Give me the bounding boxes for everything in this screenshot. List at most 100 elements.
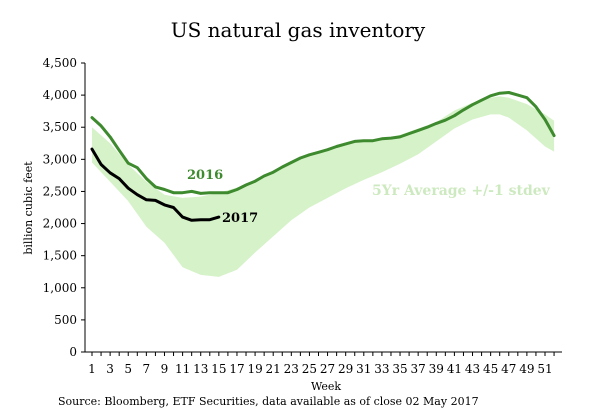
data-point-2016-w16 xyxy=(226,191,230,194)
x-tick-label: 5 xyxy=(124,362,132,376)
data-point-2016-w47 xyxy=(507,91,510,94)
y-tick-label: 2,500 xyxy=(43,184,77,198)
data-point-2016-w35 xyxy=(398,135,402,139)
data-point-2016-w48 xyxy=(516,93,519,97)
data-point-2016-w51 xyxy=(543,118,547,121)
data-point-2016-w32 xyxy=(371,139,375,142)
x-tick-label: 9 xyxy=(161,362,169,376)
x-tick-labels: 1 3 5 7 9 11 13 15 17 19 21 23 25 27 29 31 33 35 37 39 41 43 4… xyxy=(88,362,552,376)
x-tick-label: 21 xyxy=(266,362,281,376)
data-point-2016-w38 xyxy=(426,126,429,129)
data-point-2017-w6 xyxy=(136,193,139,196)
data-point-2016-w31 xyxy=(362,139,365,142)
data-point-2016-w25 xyxy=(308,153,311,156)
data-point-2017-w14 xyxy=(208,218,211,221)
source-note: Source: Bloomberg, ETF Securities, data … xyxy=(58,395,479,408)
data-point-2016-w13 xyxy=(199,192,202,195)
x-tick-label: 29 xyxy=(338,362,353,376)
data-point-2016-w26 xyxy=(317,151,320,154)
y-tick-label: 1,500 xyxy=(43,249,77,263)
data-point-2016-w14 xyxy=(208,191,211,194)
y-tick-label: 4,000 xyxy=(43,88,77,102)
data-point-2016-w46 xyxy=(498,92,501,95)
data-point-2016-w2 xyxy=(99,124,103,128)
x-tick-label: 11 xyxy=(175,362,190,376)
x-tick-label: 51 xyxy=(537,362,552,376)
x-tick-label: 7 xyxy=(143,362,151,376)
x-tick-label: 3 xyxy=(106,362,114,376)
data-point-2016-w21 xyxy=(272,171,275,174)
data-point-2016-w19 xyxy=(253,180,257,183)
data-point-2016-w3 xyxy=(108,135,112,139)
data-point-2016-w11 xyxy=(181,191,184,194)
data-point-2017-w12 xyxy=(190,219,193,222)
data-point-2017-w7 xyxy=(145,198,148,201)
data-point-2016-w41 xyxy=(453,114,456,117)
data-point-2017-w8 xyxy=(154,199,157,202)
data-point-2016-w27 xyxy=(326,148,329,151)
data-point-2017-w2 xyxy=(99,163,103,166)
data-point-2016-w29 xyxy=(344,142,347,146)
y-axis-label: billion cubic feet xyxy=(22,161,35,255)
x-tick-label: 1 xyxy=(88,362,96,376)
data-point-2016-w15 xyxy=(217,191,220,194)
y-tick-label: 3,000 xyxy=(43,152,77,166)
x-tick-label: 49 xyxy=(519,362,534,376)
data-point-2017-w9 xyxy=(163,203,166,207)
data-point-2016-w52 xyxy=(552,134,556,137)
chart-title: US natural gas inventory xyxy=(171,18,426,42)
y-tick-labels: 0 500 1,000 1,500 2,000 2,500 3,000 3,500 4,000 4… xyxy=(43,56,77,359)
data-point-2016-w36 xyxy=(407,132,411,135)
y-tick-label: 0 xyxy=(69,345,77,359)
y-tick-label: 2,000 xyxy=(43,217,77,231)
data-point-2016-w1 xyxy=(90,116,94,119)
data-point-2016-w37 xyxy=(417,129,420,132)
data-point-2016-w33 xyxy=(380,137,384,140)
data-point-2016-w18 xyxy=(244,183,248,187)
data-point-2016-w9 xyxy=(163,188,166,191)
data-point-2017-w15 xyxy=(217,215,220,219)
data-point-2016-w4 xyxy=(118,149,121,152)
band-label: 5Yr Average +/-1 stdev xyxy=(372,183,551,199)
data-point-2017-w13 xyxy=(199,218,202,221)
x-tick-label: 17 xyxy=(229,362,244,376)
x-tick-label: 47 xyxy=(501,362,516,376)
data-point-2016-w10 xyxy=(172,191,175,194)
data-point-2017-w4 xyxy=(118,177,121,180)
data-point-2016-w39 xyxy=(435,122,438,125)
band-area xyxy=(92,96,555,277)
x-axis-label: Week xyxy=(311,380,341,393)
series-line-2016 xyxy=(90,91,556,195)
x-tick-label: 27 xyxy=(320,362,335,376)
x-tick-label: 15 xyxy=(211,362,226,376)
data-point-2017-w10 xyxy=(172,206,175,209)
y-tick-label: 500 xyxy=(54,313,77,327)
data-point-2016-w6 xyxy=(136,166,139,169)
x-tick-label: 43 xyxy=(465,362,480,376)
data-point-2016-w23 xyxy=(290,161,293,164)
data-point-2017-w1 xyxy=(90,147,94,151)
data-point-2016-w44 xyxy=(480,99,483,102)
data-point-2016-w28 xyxy=(335,145,338,148)
x-tick-label: 31 xyxy=(356,362,371,376)
x-tick-label: 35 xyxy=(392,362,407,376)
data-point-2016-w22 xyxy=(281,165,284,169)
data-point-2017-w5 xyxy=(127,187,130,190)
axis-layer xyxy=(81,62,562,356)
x-tick-label: 33 xyxy=(374,362,389,376)
data-point-2016-w50 xyxy=(534,105,538,108)
data-point-2016-w30 xyxy=(353,140,356,143)
y-tick-label: 4,500 xyxy=(43,56,77,70)
data-point-2016-w40 xyxy=(444,119,447,122)
data-point-2016-w12 xyxy=(190,190,193,193)
data-point-2016-w20 xyxy=(262,174,266,178)
x-tick-label: 23 xyxy=(284,362,299,376)
data-point-2016-w8 xyxy=(154,185,157,189)
x-tick-label: 41 xyxy=(447,362,462,376)
data-point-2016-w24 xyxy=(299,156,302,160)
data-point-2016-w42 xyxy=(462,108,465,112)
series-label-2016: 2016 xyxy=(187,168,223,183)
series-layer xyxy=(90,91,556,222)
data-point-2016-w17 xyxy=(235,188,239,191)
